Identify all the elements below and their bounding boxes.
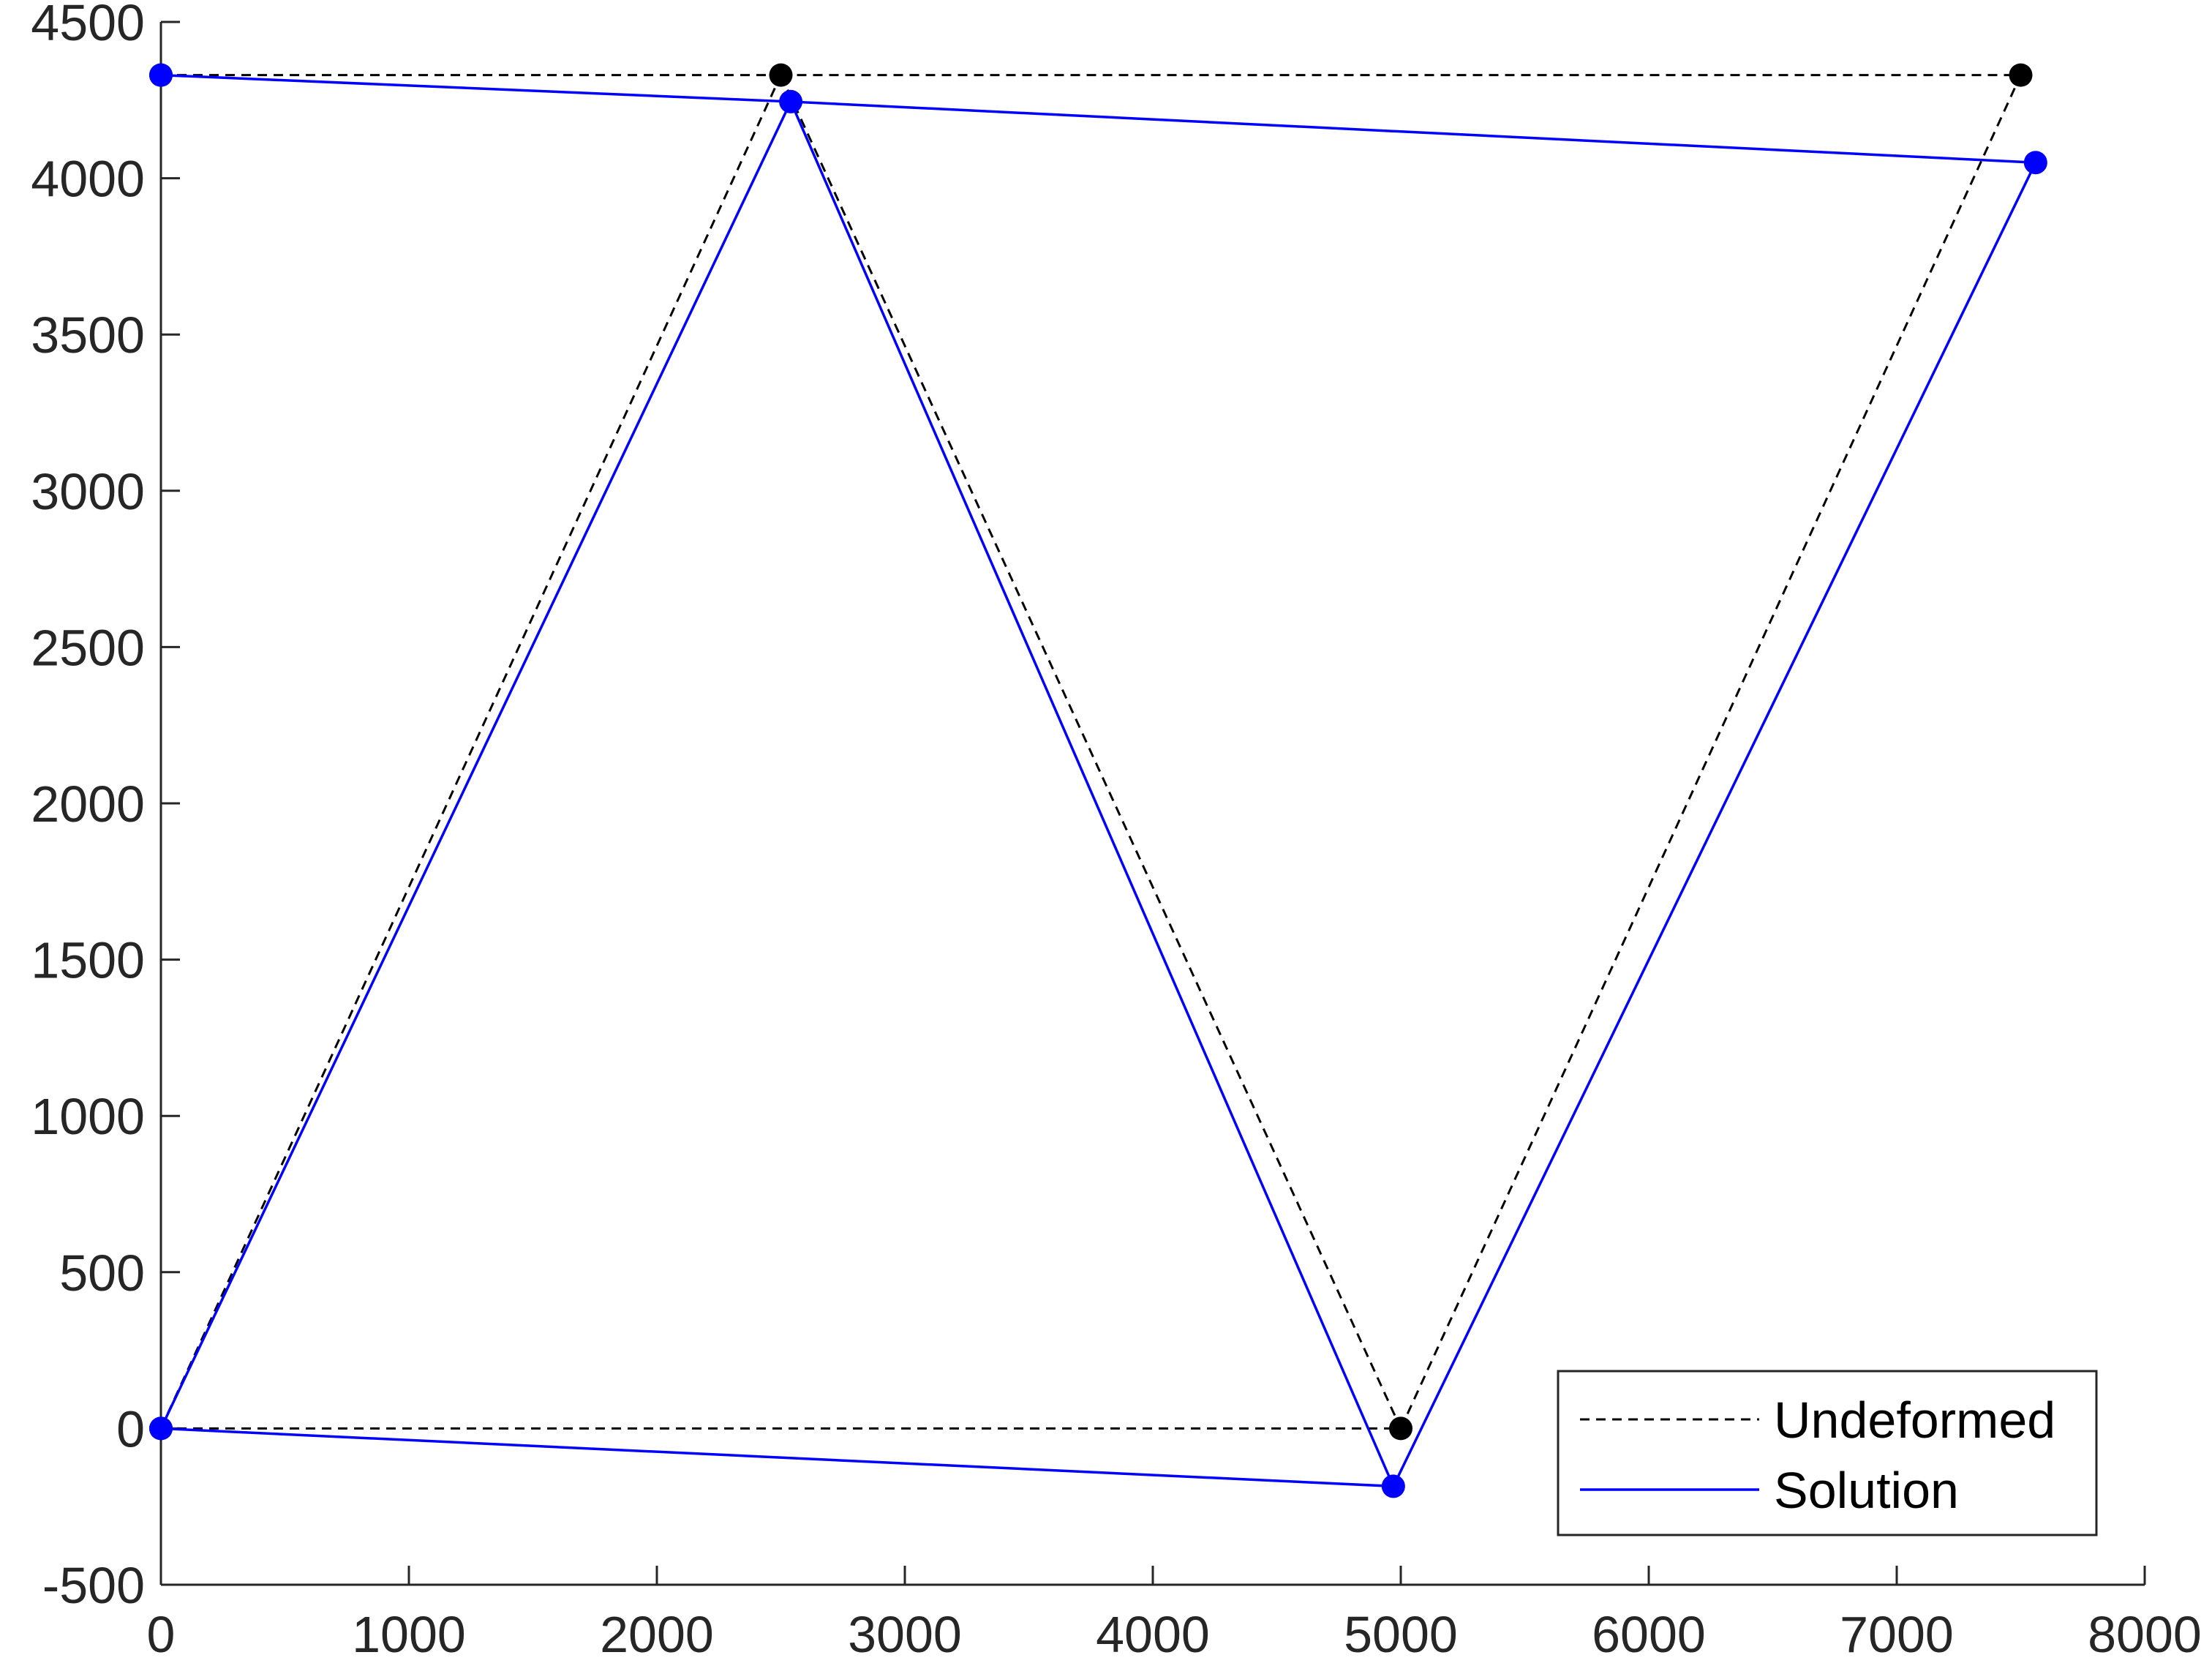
solution-member-line <box>789 101 1395 1487</box>
solution-member-line <box>160 1427 1393 1488</box>
x-tick-label: 8000 <box>2088 1606 2202 1663</box>
y-tick-label: 500 <box>59 1245 145 1302</box>
legend-solution-label: Solution <box>1774 1462 1959 1519</box>
solution-node-point <box>779 89 803 113</box>
y-tick-label: 4500 <box>31 0 145 51</box>
y-tick-label: 3500 <box>31 307 145 364</box>
x-tick-label: 7000 <box>1840 1606 1954 1663</box>
y-tick-label: 2500 <box>31 619 145 676</box>
undeformed-node-point <box>2009 63 2033 87</box>
solution-series <box>149 63 2047 1498</box>
y-tick-label: 2000 <box>31 776 145 833</box>
y-tick-label: 1000 <box>31 1088 145 1145</box>
legend-box <box>1557 1370 2098 1536</box>
x-tick-label: 3000 <box>848 1606 962 1663</box>
solution-node-point <box>149 1416 173 1441</box>
solution-node-point <box>2023 151 2047 175</box>
solution-node-point <box>149 63 173 87</box>
x-tick-label: 5000 <box>1344 1606 1458 1663</box>
y-tick-label: 4000 <box>31 151 145 208</box>
x-tick-label: 2000 <box>600 1606 714 1663</box>
y-tick-label: 1500 <box>31 932 145 989</box>
y-tick-label: 0 <box>116 1400 145 1457</box>
legend-undeformed-label: Undeformed <box>1774 1392 2055 1449</box>
x-tick-label: 1000 <box>352 1606 466 1663</box>
x-tick-label: 6000 <box>1592 1606 1706 1663</box>
solution-member-line <box>159 101 792 1430</box>
solution-member-line <box>1392 162 2037 1487</box>
undeformed-series <box>149 63 2033 1441</box>
undeformed-node-point <box>1389 1416 1412 1441</box>
legend: Undeformed Solution <box>1557 1370 2098 1536</box>
axes: 0 1000 2000 3000 4000 5000 6000 7000 8000-500050… <box>31 0 2202 1663</box>
undeformed-node-point <box>769 63 793 87</box>
x-tick-label: 0 <box>147 1606 176 1663</box>
undeformed-member-line <box>1399 74 2022 1430</box>
solution-member-line <box>160 73 791 103</box>
undeformed-member-line <box>159 74 782 1430</box>
y-tick-label: -500 <box>42 1557 145 1614</box>
solution-member-line <box>790 100 2036 164</box>
x-tick-label: 4000 <box>1096 1606 1210 1663</box>
y-tick-label: 3000 <box>31 463 145 520</box>
undeformed-member-line <box>780 74 1402 1430</box>
solution-node-point <box>1381 1474 1405 1498</box>
